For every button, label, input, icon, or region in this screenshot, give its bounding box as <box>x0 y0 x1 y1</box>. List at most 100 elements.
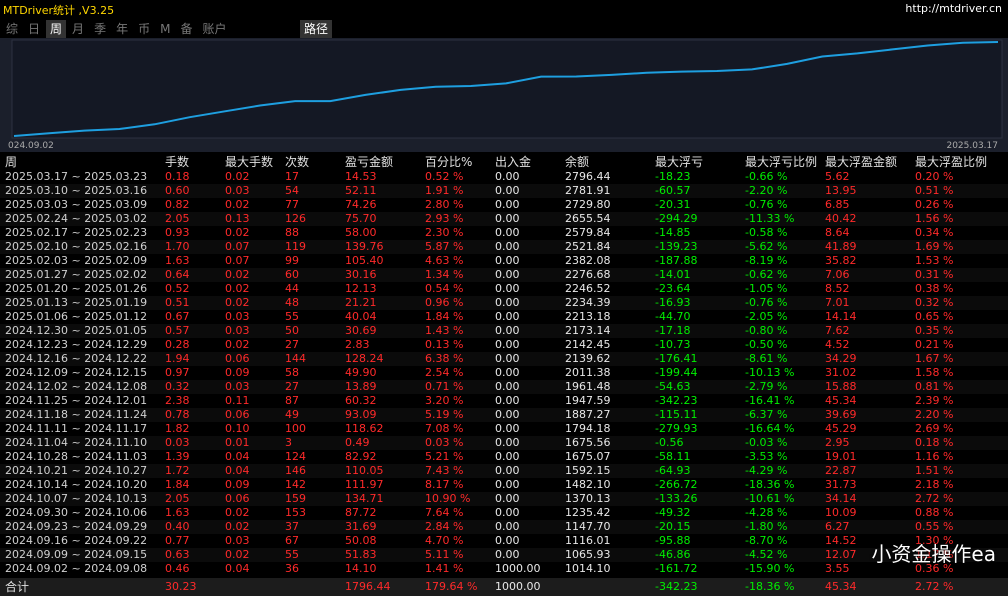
tab[interactable]: 币 <box>138 22 151 36</box>
table-cell: 0.18 <box>165 170 190 183</box>
table-cell: 0.46 <box>165 562 190 575</box>
table-cell: 0.02 <box>225 268 250 281</box>
table-cell: 7.08 % <box>425 422 464 435</box>
table-cell: 12.07 <box>825 548 857 561</box>
table-cell: 2.38 <box>165 394 190 407</box>
table-cell: 2011.38 <box>565 366 611 379</box>
table-cell: 3.20 % <box>425 394 464 407</box>
table-cell: 2025.01.27 ~ 2025.02.02 <box>5 268 148 281</box>
table-cell: 1065.93 <box>565 548 611 561</box>
tab[interactable]: 季 <box>94 22 107 36</box>
path-button[interactable]: 路径 <box>300 20 333 38</box>
table-cell: 0.00 <box>495 422 520 435</box>
table-cell: -0.62 % <box>745 268 788 281</box>
table-cell: 0.00 <box>495 212 520 225</box>
table-cell: 75.70 <box>345 212 377 225</box>
table-cell: 7.62 <box>825 324 850 337</box>
balance-line <box>13 41 999 137</box>
table-cell: 49.90 <box>345 366 377 379</box>
table-cell: 50 <box>285 324 299 337</box>
table-cell: 0.00 <box>495 450 520 463</box>
table-cell: -4.29 % <box>745 464 788 477</box>
table-cell: 105.40 <box>345 254 384 267</box>
table-cell: 52.11 <box>345 184 377 197</box>
tab[interactable]: 年 <box>116 22 129 36</box>
table-cell: 14.14 <box>825 310 857 323</box>
table-cell: 2024.11.18 ~ 2024.11.24 <box>5 408 148 421</box>
total-cell: 179.64 % <box>425 580 478 593</box>
table-cell: 0.00 <box>495 268 520 281</box>
table-cell: 2025.02.10 ~ 2025.02.16 <box>5 240 148 253</box>
table-cell: -1.80 % <box>745 520 788 533</box>
table-cell: 58.00 <box>345 226 377 239</box>
table-cell: 0.00 <box>495 464 520 477</box>
tab[interactable]: 账户 <box>202 22 227 36</box>
row-bg <box>0 240 1008 254</box>
table-cell: 0.26 % <box>915 198 954 211</box>
table-cell: 2.80 % <box>425 198 464 211</box>
table-cell: 0.03 <box>165 436 190 449</box>
table-cell: -23.64 <box>655 282 691 295</box>
table-cell: -54.63 <box>655 380 691 393</box>
table-cell: -176.41 <box>655 352 698 365</box>
table-cell: 31.73 <box>825 478 857 491</box>
table-cell: 111.97 <box>345 478 384 491</box>
table-cell: 0.02 <box>225 170 250 183</box>
table-cell: 2234.39 <box>565 296 611 309</box>
table-cell: 37 <box>285 520 299 533</box>
table-cell: 0.54 % <box>425 282 464 295</box>
url-link[interactable]: http://mtdriver.cn <box>905 2 1002 15</box>
table-cell: 110.05 <box>345 464 384 477</box>
table-cell: 2.72 % <box>915 492 954 505</box>
table-cell: 0.00 <box>495 436 520 449</box>
table-cell: 0.00 <box>495 198 520 211</box>
table-cell: 134.71 <box>345 492 384 505</box>
tab[interactable]: 日 <box>28 22 41 36</box>
table-cell: -4.28 % <box>745 506 788 519</box>
row-bg <box>0 380 1008 394</box>
table-cell: 44 <box>285 282 299 295</box>
table-cell: 0.06 <box>225 352 250 365</box>
table-cell: 0.00 <box>495 506 520 519</box>
table-cell: 14.52 <box>825 534 857 547</box>
table-cell: 2024.09.02 ~ 2024.09.08 <box>5 562 148 575</box>
table-cell: 0.65 % <box>915 310 954 323</box>
table-cell: 0.21 % <box>915 338 954 351</box>
table-cell: 1.43 % <box>425 324 464 337</box>
table-cell: 0.03 <box>225 324 250 337</box>
table-cell: 34.29 <box>825 352 857 365</box>
tab[interactable]: 周 <box>46 20 67 38</box>
table-cell: 2213.18 <box>565 310 611 323</box>
row-bg <box>0 282 1008 296</box>
table-cell: 27 <box>285 338 299 351</box>
table-cell: 60 <box>285 268 299 281</box>
table-cell: 146 <box>285 464 306 477</box>
total-label: 合计 <box>5 580 30 594</box>
table-cell: 142 <box>285 478 306 491</box>
table-cell: 3 <box>285 436 292 449</box>
table-cell: 0.06 <box>225 408 250 421</box>
table-cell: 0.02 <box>225 548 250 561</box>
column-header: 盈亏金额 <box>345 155 394 169</box>
table-cell: 1.70 <box>165 240 190 253</box>
row-bg <box>0 338 1008 352</box>
row-bg <box>0 548 1008 562</box>
tab[interactable]: M <box>160 22 171 36</box>
table-cell: 45.29 <box>825 422 857 435</box>
table-cell: 0.96 % <box>425 296 464 309</box>
table-cell: -18.36 % <box>745 478 795 491</box>
table-cell: 0.00 <box>495 184 520 197</box>
tab[interactable]: 备 <box>180 22 193 36</box>
table-cell: 2024.09.30 ~ 2024.10.06 <box>5 506 148 519</box>
tab[interactable]: 综 <box>6 22 19 36</box>
row-bg <box>0 296 1008 310</box>
table-cell: 2024.09.09 ~ 2024.09.15 <box>5 548 148 561</box>
table-cell: -20.15 <box>655 520 691 533</box>
table-cell: -133.26 <box>655 492 698 505</box>
table-cell: 14.53 <box>345 170 377 183</box>
table-cell: 55 <box>285 310 299 323</box>
table-cell: 0.60 <box>165 184 190 197</box>
table-cell: 31.69 <box>345 520 377 533</box>
table-cell: 0.78 <box>165 408 190 421</box>
tab[interactable]: 月 <box>72 22 85 36</box>
